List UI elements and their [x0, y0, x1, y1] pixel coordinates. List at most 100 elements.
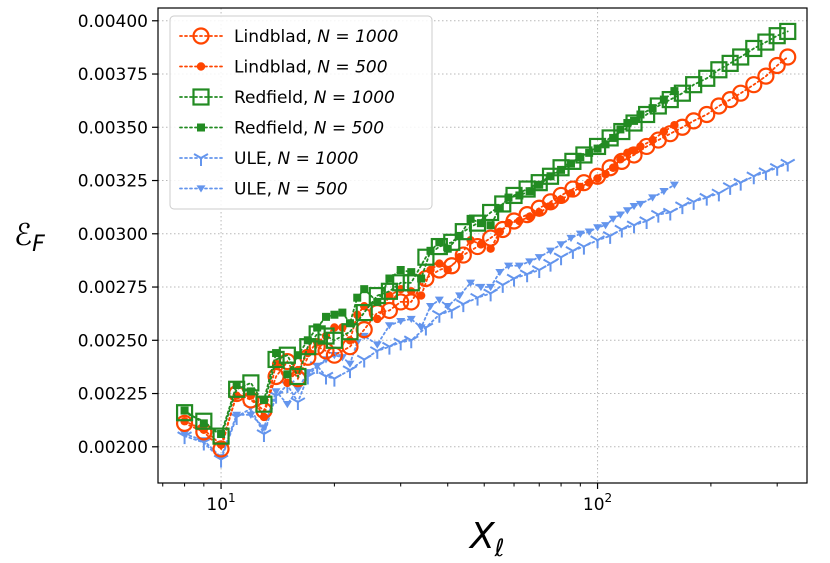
- series-3: [180, 87, 679, 439]
- square-filled-marker: [504, 193, 513, 202]
- circle-open-marker: [732, 84, 750, 102]
- square-filled-marker: [476, 219, 485, 228]
- legend-frame: [169, 15, 433, 210]
- square-filled-marker: [385, 274, 394, 283]
- square-open-marker: [518, 180, 536, 198]
- series-layer: [175, 22, 797, 468]
- tri-marker: [356, 354, 372, 368]
- circle-filled-marker: [416, 291, 426, 300]
- square-filled-marker: [659, 95, 668, 104]
- square-filled-marker: [353, 293, 362, 302]
- circle-open-marker: [768, 56, 786, 75]
- triangle-down-marker: [259, 424, 269, 432]
- circle-filled-marker: [556, 195, 566, 204]
- tri-marker: [519, 269, 535, 283]
- circle-open-marker: [454, 246, 472, 264]
- y-tick-label: 0.00325: [78, 172, 148, 192]
- circle-filled-marker: [659, 127, 669, 136]
- tri-marker: [746, 171, 762, 185]
- circle-open-marker: [175, 414, 194, 432]
- square-filled-marker: [623, 119, 632, 128]
- square-filled-marker: [217, 430, 226, 439]
- tri-marker: [602, 231, 618, 244]
- square-filled-marker: [576, 153, 585, 162]
- legend-label: Lindblad, N = 500: [234, 58, 388, 78]
- square-filled-marker: [417, 274, 426, 283]
- triangle-down-marker: [669, 181, 679, 189]
- circle-open-marker: [494, 220, 512, 239]
- circle-filled-marker: [515, 216, 524, 226]
- square-filled-marker: [283, 370, 292, 379]
- triangle-down-marker: [180, 430, 190, 439]
- tri-marker: [639, 216, 655, 230]
- tri-marker: [431, 309, 447, 323]
- square-open-marker: [192, 88, 210, 106]
- square-open-marker: [392, 274, 410, 292]
- square-filled-marker: [197, 123, 205, 132]
- y-tick-label: 0.00400: [78, 12, 148, 32]
- triangle-down-marker: [282, 401, 292, 409]
- triangle-down-marker: [525, 258, 535, 266]
- square-open-marker: [757, 33, 775, 51]
- circle-filled-marker: [576, 182, 585, 192]
- tri-marker: [393, 337, 409, 351]
- circle-filled-marker: [504, 218, 513, 228]
- circle-filled-marker: [196, 62, 206, 71]
- circle-filled-marker: [259, 412, 269, 422]
- circle-open-marker: [380, 301, 399, 320]
- tri-marker: [769, 162, 785, 176]
- triangle-down-marker: [566, 234, 576, 243]
- circle-filled-marker: [584, 178, 594, 187]
- tri-marker: [686, 196, 702, 210]
- plot-frame: [157, 7, 808, 484]
- square-filled-marker: [616, 125, 625, 134]
- legend-label: Lindblad, N = 1000: [234, 27, 398, 47]
- triangle-down-marker: [426, 303, 436, 311]
- tri-marker: [662, 207, 678, 221]
- circle-filled-marker: [435, 259, 444, 268]
- circle-filled-marker: [426, 265, 435, 275]
- legend-item: Redfield, N = 500: [179, 119, 384, 139]
- triangle-down-marker: [466, 279, 476, 287]
- circle-open-marker: [779, 48, 797, 66]
- square-open-marker: [212, 427, 230, 445]
- circle-open-marker: [698, 105, 716, 124]
- square-filled-marker: [495, 204, 504, 213]
- y-tick-label: 0.00200: [78, 438, 148, 458]
- triangle-down-marker: [615, 211, 625, 219]
- tri-marker: [626, 220, 642, 234]
- square-filled-marker: [515, 191, 524, 200]
- triangle-down-marker: [196, 185, 206, 193]
- triangle-down-marker: [486, 283, 496, 292]
- square-filled-marker: [293, 351, 302, 360]
- x-tick-label: 102: [583, 491, 612, 515]
- square-open-marker: [745, 39, 763, 58]
- circle-open-marker: [392, 293, 410, 311]
- triangle-down-marker: [593, 224, 603, 232]
- square-filled-marker: [272, 349, 281, 358]
- square-filled-marker: [546, 172, 555, 181]
- square-filled-marker: [199, 419, 208, 428]
- triangle-down-marker: [416, 324, 426, 332]
- tri-marker: [495, 280, 511, 293]
- square-filled-marker: [466, 214, 475, 223]
- tri-marker: [193, 153, 209, 166]
- circle-open-marker: [443, 257, 461, 275]
- tri-marker: [470, 292, 486, 306]
- circle-open-marker: [757, 67, 775, 85]
- circle-filled-marker: [608, 163, 618, 172]
- square-filled-marker: [435, 238, 444, 247]
- triangle-down-marker: [534, 254, 544, 262]
- legend-item: Lindblad, N = 500: [179, 58, 388, 78]
- square-filled-marker: [609, 133, 618, 142]
- square-filled-marker: [246, 387, 255, 396]
- square-filled-marker: [338, 308, 347, 317]
- tri-marker: [758, 167, 774, 181]
- tri-marker: [543, 258, 558, 272]
- tri-marker: [318, 371, 334, 385]
- circle-filled-marker: [385, 291, 394, 300]
- y-axis-title: ℰF: [14, 218, 45, 257]
- tri-marker: [780, 158, 796, 172]
- circle-filled-marker: [525, 212, 534, 221]
- circle-filled-marker: [486, 244, 495, 253]
